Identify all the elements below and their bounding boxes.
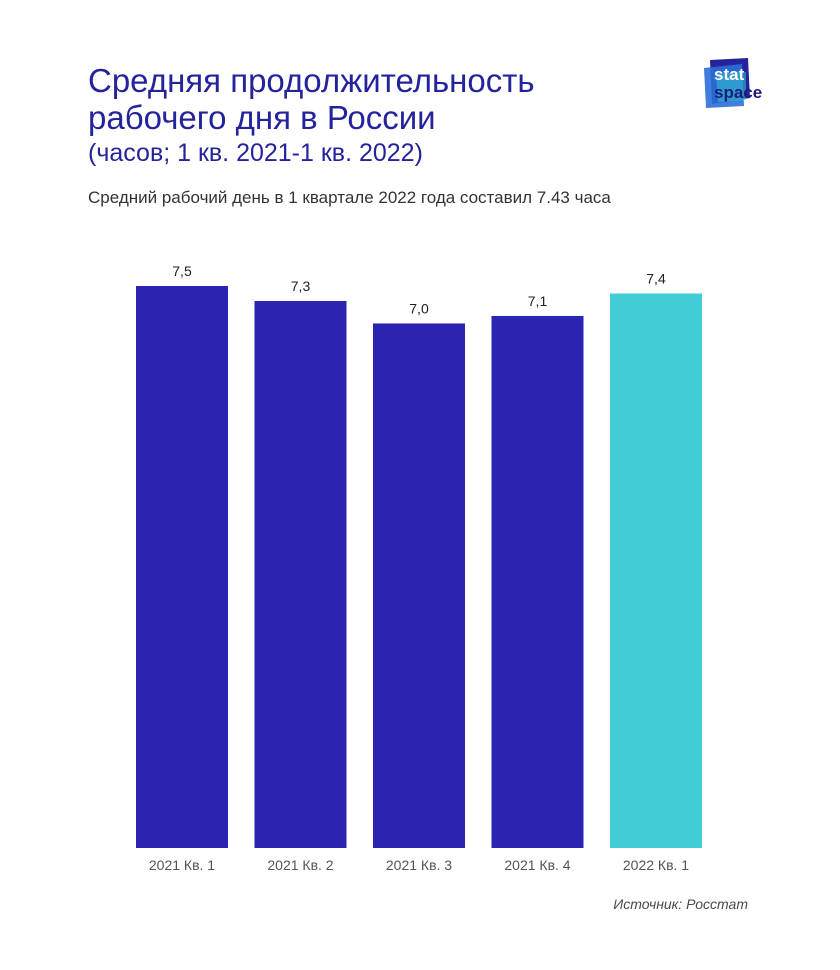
x-tick-label-5: 2022 Кв. 1 (623, 857, 689, 873)
data-label-5: 7,4 (646, 270, 666, 286)
bar-2 (254, 300, 347, 848)
x-tick-label-2: 2021 Кв. 2 (267, 857, 333, 873)
title-line-2: рабочего дня в России (88, 99, 436, 136)
chart-caption: Средний рабочий день в 1 квартале 2022 г… (88, 188, 611, 207)
data-label-4: 7,1 (528, 293, 548, 309)
x-tick-label-3: 2021 Кв. 3 (386, 857, 452, 873)
x-tick-label-4: 2021 Кв. 4 (504, 857, 570, 873)
title-line-1: Средняя продолжительность (88, 62, 535, 99)
logo-word-space: space (714, 83, 762, 102)
data-label-2: 7,3 (291, 278, 311, 294)
logo-shape-front (716, 72, 746, 102)
logo-word-stat: stat (714, 65, 745, 84)
chart-title: Средняя продолжительность рабочего дня в… (88, 62, 648, 170)
chart-subtitle: (часов; 1 кв. 2021-1 кв. 2022) (88, 139, 423, 167)
data-label-3: 7,0 (409, 300, 429, 316)
bar-4 (491, 315, 584, 848)
data-label-1: 7,5 (172, 263, 192, 279)
bar-1 (136, 286, 228, 848)
x-tick-label-1: 2021 Кв. 1 (149, 857, 215, 873)
bar-3 (373, 323, 465, 848)
statspace-logo: stat space (700, 54, 796, 110)
source-note: Источник: Росстат (613, 896, 748, 912)
bar-5 (610, 293, 702, 848)
